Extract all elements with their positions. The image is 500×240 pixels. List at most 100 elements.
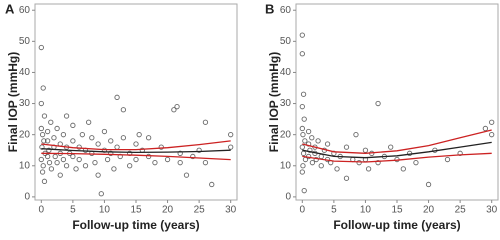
scatter-point [375,160,381,166]
scatter-point [76,144,82,150]
scatter-point [489,132,495,138]
scatter-point [190,153,196,160]
fit-line [302,141,492,159]
scatter-point [57,172,63,178]
x-tick-label: 15 [391,205,403,216]
x-axis-label: Follow-up time (years) [72,218,199,232]
scatter-point [54,125,60,132]
scatter-point [82,163,89,169]
scatter-point [299,104,305,110]
scatter-point [40,85,46,91]
scatter-point [228,132,234,138]
scatter-point [111,166,117,172]
scatter-point [301,188,307,194]
scatter-point [202,160,209,166]
fit-line [41,140,231,151]
scatter-point [356,160,362,166]
scatter-point [60,132,67,138]
scatter-point [40,163,46,169]
scatter-point [209,181,215,188]
y-tick-label: 40 [19,67,31,78]
scatter-point [334,166,340,172]
scatter-point [63,113,70,119]
scatter-point [365,166,372,172]
scatter-point [183,172,190,178]
scatter-point [120,135,127,141]
scatter-point [164,156,171,163]
scatter-point [482,125,489,132]
scatter-point [300,132,306,138]
scatter-point [343,175,350,181]
scatter-point [300,150,307,156]
scatter-point [108,138,114,144]
panel-label: A [5,1,15,16]
scatter-point [202,119,209,125]
scatter-point [324,141,331,147]
fit-line [302,152,492,163]
scatter-point [177,150,183,156]
scatter-point [133,141,139,147]
scatter-point [41,138,47,144]
scatter-point [301,116,307,122]
scatter-point [299,125,305,132]
scatter-point [63,163,70,169]
fit-line [41,152,231,161]
scatter-point [413,160,419,166]
y-tick-label: 20 [280,129,292,140]
scatter-point [70,122,76,128]
x-tick-label: 10 [360,205,372,216]
scatter-point [425,181,432,188]
scatter-point [318,163,324,169]
scatter-point [136,132,142,138]
scatter-point [73,166,79,172]
scatter-point [38,156,44,163]
scatter-point [343,144,350,150]
scatter-point [95,141,101,147]
scatter-point [375,100,381,107]
scatter-point [108,150,114,156]
scatter-point [114,144,120,150]
y-tick-label: 60 [19,5,31,16]
x-tick-label: 0 [300,205,306,216]
scatter-point [48,166,55,172]
scatter-point [152,160,158,166]
page: {"chart_data":[ {"type":"scatter","title… [5,1,499,233]
x-tick-label: 20 [162,205,174,216]
scatter-point [120,107,127,113]
scatter-point [196,147,202,153]
x-tick-label: 10 [99,205,111,216]
y-tick-label: 30 [19,98,31,109]
scatter-point [145,135,152,141]
scatter-point [98,191,104,197]
scatter-point [92,160,98,166]
x-tick-label: 25 [194,205,206,216]
scatter-point [101,128,108,135]
scatter-point [38,44,44,51]
scatter-point [302,138,308,144]
y-tick-label: 60 [280,5,292,16]
x-tick-label: 30 [225,205,237,216]
y-tick-label: 0 [24,192,30,203]
scatter-point [54,160,60,166]
scatter-point [39,169,46,175]
scatter-point [300,91,307,97]
y-tick-label: 40 [280,67,292,78]
scatter-point [444,156,451,163]
x-tick-label: 25 [455,205,467,216]
scatter-point [89,135,95,141]
scatter-point [44,128,51,135]
scatter-point [46,147,52,153]
fit-line [41,148,231,154]
scatter-point [145,153,152,160]
scatter-point [177,160,183,166]
scatter-point [46,160,53,166]
x-tick-label: 20 [423,205,435,216]
y-axis-label: Final IOP (mmHg) [6,52,20,152]
scatter-point [299,144,305,150]
scatter-point [309,160,316,166]
scatter-point [300,163,306,169]
scatter-point [79,132,85,138]
scatter-point [489,119,495,125]
scatter-point [38,125,44,132]
